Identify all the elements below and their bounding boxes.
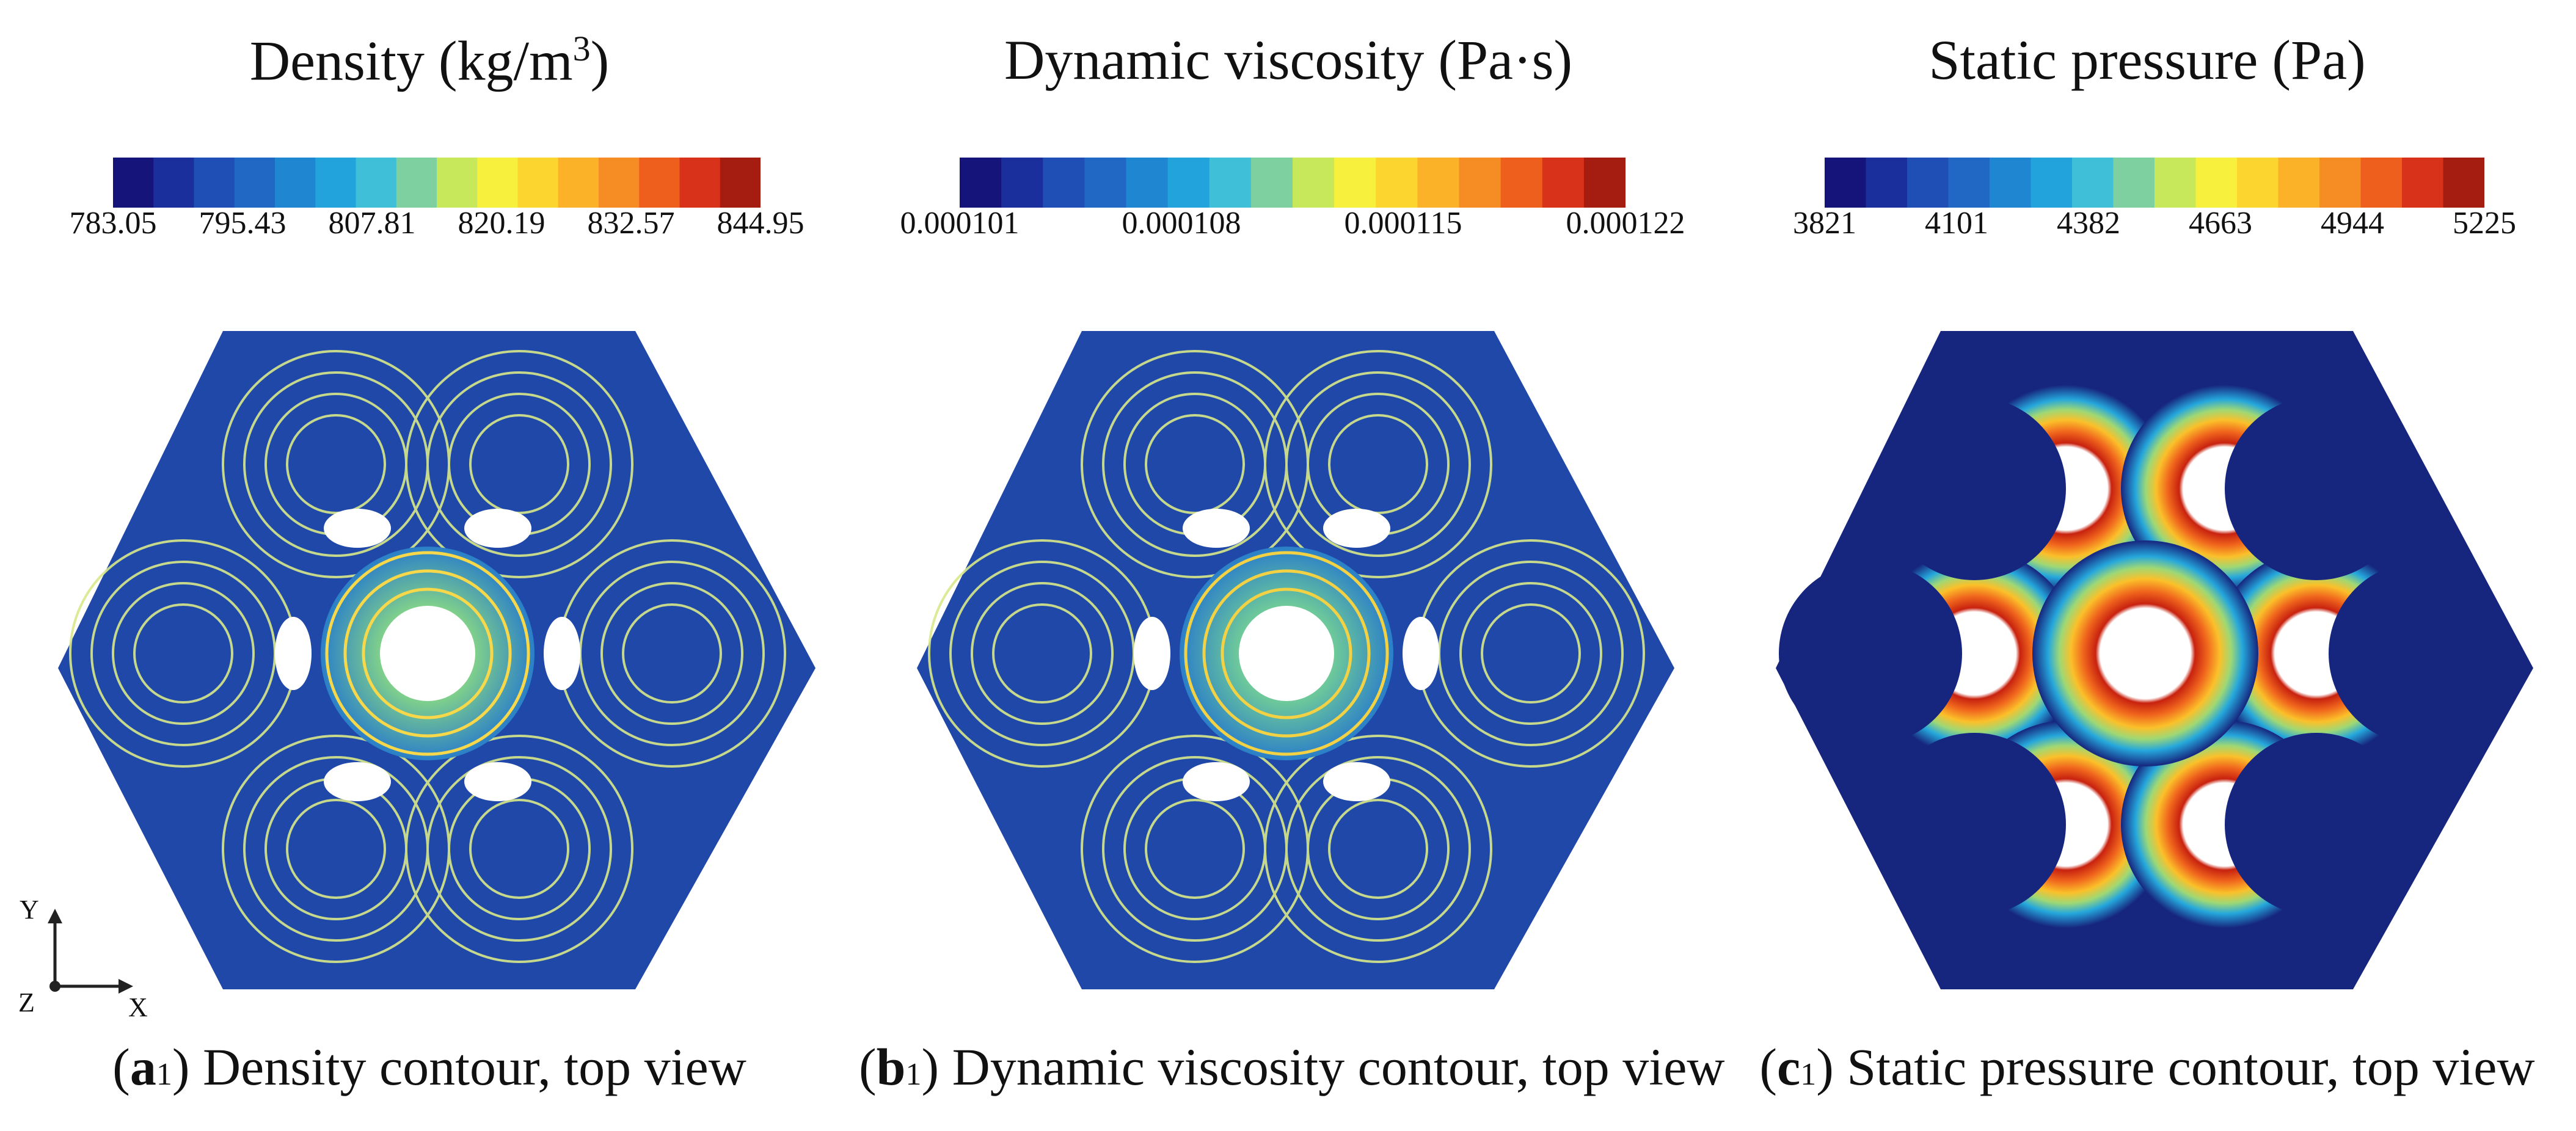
colorbar-segment (1043, 158, 1085, 208)
colorbar-segment (558, 158, 599, 208)
tick-label: 0.000122 (1566, 206, 1685, 241)
colorbar-segment (1376, 158, 1418, 208)
panel-title: Density (kg/m3) (249, 29, 610, 92)
colorbar-segment (477, 158, 519, 208)
panel-caption: (c1) Static pressure contour, top view (1759, 1038, 2535, 1096)
colorbar-segment (1866, 158, 1908, 208)
tube-walls (1779, 397, 2512, 916)
colorbar-segment (1500, 158, 1543, 208)
colorbar-segment (960, 158, 1002, 208)
panel-dynamic-viscosity: Dynamic viscosity (Pa·s) 0.000101 0.0001… (859, 0, 1725, 1131)
tick-label: 3821 (1793, 206, 1856, 241)
tick-label: 0.000115 (1344, 206, 1462, 241)
colorbar-segment (517, 158, 559, 208)
colorbar-segment (1209, 158, 1252, 208)
colorbar-segment (113, 158, 154, 208)
colorbar-segment (1583, 158, 1626, 208)
colorbar: 0.000101 0.000108 0.000115 0.000122 (859, 158, 1718, 243)
colorbar-segment (1167, 158, 1210, 208)
colorbar-segment (1001, 158, 1043, 208)
colorbar-segment (1990, 158, 2032, 208)
tick-label: 832.57 (587, 206, 675, 241)
panel-static-pressure: Static pressure (Pa) 3821 4101 4382 4663… (1718, 0, 2576, 1131)
colorbar-gradient (960, 158, 1626, 208)
colorbar-segment (1948, 158, 1990, 208)
colorbar-segment (1250, 158, 1293, 208)
colorbar-segment (2319, 158, 2362, 208)
tick-label: 844.95 (717, 206, 805, 241)
flow-holes (1134, 509, 1439, 801)
colorbar-segment (194, 158, 235, 208)
colorbar-segment (1907, 158, 1949, 208)
axes-arrows (48, 909, 133, 994)
center-helices (325, 551, 530, 756)
density-contour-plot (58, 331, 815, 989)
colorbar-segment (2278, 158, 2320, 208)
tick-label: 783.05 (69, 206, 157, 241)
colorbar-segment (153, 158, 195, 208)
axis-label-x: X (128, 992, 148, 1022)
tick-label: 4101 (1925, 206, 1988, 241)
colorbar: 3821 4101 4382 4663 4944 5225 (1718, 158, 2576, 243)
colorbar-ticks: 783.05 795.43 807.81 820.19 832.57 844.9… (70, 206, 805, 244)
colorbar-gradient (1825, 158, 2484, 208)
tick-label: 820.19 (458, 206, 545, 241)
tick-label: 4663 (2189, 206, 2252, 241)
colorbar-segment (1084, 158, 1127, 208)
colorbar-ticks: 3821 4101 4382 4663 4944 5225 (1793, 206, 2516, 244)
panel-density: Density (kg/m3) 783.05 795.43 807.81 820… (0, 0, 859, 1131)
colorbar-segment (275, 158, 316, 208)
colorbar-segment (2443, 158, 2484, 208)
colorbar-segment (315, 158, 357, 208)
panel-title: Dynamic viscosity (Pa·s) (1004, 29, 1573, 91)
colorbar-segment (356, 158, 397, 208)
tick-label: 4382 (2057, 206, 2120, 241)
colorbar-segment (2113, 158, 2155, 208)
tube-helices (69, 350, 786, 963)
colorbar-ticks: 0.000101 0.000108 0.000115 0.000122 (900, 206, 1685, 244)
colorbar-segment (1542, 158, 1585, 208)
colorbar-segment (2402, 158, 2444, 208)
colorbar-segment (679, 158, 721, 208)
axis-label-y: Y (20, 895, 39, 925)
colorbar-segment (234, 158, 275, 208)
pressure-contour-plot (1776, 331, 2533, 989)
viscosity-contour-plot (917, 331, 1674, 989)
tick-label: 4944 (2321, 206, 2384, 241)
center-hole (1239, 606, 1334, 701)
colorbar-segment (396, 158, 437, 208)
flow-holes (275, 509, 580, 801)
colorbar-segment (1293, 158, 1335, 208)
colorbar-segment (1825, 158, 1867, 208)
colorbar: 783.05 795.43 807.81 820.19 832.57 844.9… (0, 158, 859, 243)
colorbar-segment (1459, 158, 1501, 208)
colorbar-segment (2155, 158, 2197, 208)
tick-label: 0.000101 (900, 206, 1020, 241)
colorbar-segment (599, 158, 640, 208)
coordinate-axes: Y Z X (12, 892, 153, 1026)
colorbar-segment (1334, 158, 1376, 208)
panel-title: Static pressure (Pa) (1928, 29, 2366, 91)
colorbar-segment (2072, 158, 2114, 208)
center-hole (380, 606, 475, 701)
colorbar-segment (1126, 158, 1169, 208)
tick-label: 795.43 (199, 206, 286, 241)
colorbar-segment (2237, 158, 2279, 208)
tick-label: 0.000108 (1122, 206, 1241, 241)
colorbar-segment (639, 158, 680, 208)
colorbar-segment (437, 158, 478, 208)
tick-label: 807.81 (328, 206, 416, 241)
colorbar-segment (2360, 158, 2403, 208)
center-helices (1184, 551, 1389, 756)
tick-label: 5225 (2453, 206, 2516, 241)
colorbar-segment (1417, 158, 1460, 208)
colorbar-gradient (113, 158, 761, 208)
colorbar-segment (720, 158, 761, 208)
panel-caption: (b1) Dynamic viscosity contour, top view (859, 1038, 1725, 1096)
axis-label-z: Z (18, 987, 35, 1017)
colorbar-segment (2195, 158, 2238, 208)
panel-caption: (a1) Density contour, top view (112, 1038, 746, 1096)
colorbar-segment (2031, 158, 2073, 208)
